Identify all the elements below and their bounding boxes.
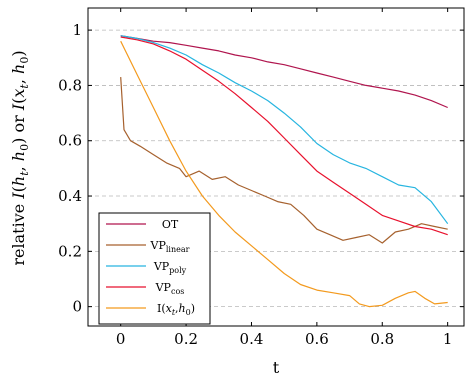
y-axis-title-sub3: t	[18, 84, 31, 89]
legend: OT VPlinear VPpoly VPcos I(xt,h0)	[98, 212, 211, 325]
x-tick-label-0: 0	[116, 330, 126, 348]
legend-label-vp-cos: VPcos	[155, 281, 185, 296]
legend-label-i-comma: ,	[175, 302, 179, 315]
y-tick-label-3: 0.6	[58, 132, 82, 150]
y-axis-title-paren2: (	[9, 98, 28, 104]
y-tick-label-5: 1	[72, 21, 82, 39]
x-tick-label-2: 0.4	[240, 330, 264, 348]
series-line-2	[120, 35, 449, 225]
plot-frame	[87, 7, 465, 327]
series-line-0	[120, 35, 448, 109]
x-tick-label-5: 1	[443, 330, 453, 348]
legend-label-vp-linear-main: VP	[150, 239, 167, 252]
legend-label-vp-cos-main: VP	[155, 281, 172, 294]
legend-label-i-x: x	[166, 302, 173, 315]
y-axis-title-paren1: (	[9, 186, 28, 192]
legend-label-i-sub-0: 0	[186, 308, 191, 317]
x-tick-label-4: 0.8	[370, 330, 394, 348]
y-axis-title-x: x	[9, 89, 28, 98]
y-tick-label-1: 0.2	[58, 242, 82, 260]
legend-label-i-sub-t: t	[172, 308, 176, 317]
legend-label-i-xt-h0: I(xt,h0)	[157, 302, 195, 317]
y-axis-title-sub2: 0	[18, 144, 31, 151]
legend-label-i-h: h	[179, 302, 186, 315]
legend-label-vp-linear: VPlinear	[150, 239, 190, 254]
legend-label-i-end: )	[191, 302, 195, 315]
y-axis-title-prefix: relative	[9, 199, 28, 266]
series-line-3	[120, 36, 448, 236]
series-line-1	[120, 77, 448, 244]
y-axis-title-sub4: 0	[18, 57, 31, 64]
y-axis-title-paren3: )	[9, 50, 28, 56]
y-axis-title-sub1: t	[18, 171, 31, 176]
legend-box	[98, 212, 211, 325]
y-axis-title-h3: h	[9, 64, 28, 74]
x-tick-label-1: 0.2	[174, 330, 198, 348]
y-tick-label-4: 0.8	[58, 76, 82, 94]
y-axis-title-h2: h	[9, 151, 28, 161]
y-axis-title-i1: I	[9, 192, 28, 200]
y-axis-title-comma1: ,	[9, 161, 28, 171]
y-tick-label-2: 0.4	[58, 187, 82, 205]
legend-label-vp-cos-sub: cos	[171, 287, 184, 296]
axis-ticks: 0 0.2 0.4 0.6 0.8 1 0 0.2 0.4 0.6 0.8 1	[58, 8, 464, 348]
y-axis-title-or: ) or	[9, 110, 28, 144]
y-axis-title: relative I(ht, h0) or I(xt, h0)	[9, 50, 31, 265]
x-axis-title: t	[273, 358, 280, 377]
y-axis-title-comma2: ,	[9, 74, 28, 84]
legend-label-vp-linear-sub: linear	[166, 245, 190, 254]
legend-label-ot: OT	[162, 218, 179, 231]
y-axis-title-i2: I	[9, 103, 28, 111]
x-tick-label-3: 0.6	[305, 330, 329, 348]
y-axis-title-h1: h	[9, 176, 28, 186]
legend-label-i-main: I(	[157, 302, 166, 315]
series-lines	[120, 35, 449, 308]
y-tick-label-0: 0	[72, 298, 82, 316]
series-line-4	[120, 40, 448, 308]
legend-label-vp-poly: VPpoly	[153, 260, 187, 275]
legend-label-vp-poly-sub: poly	[169, 266, 186, 275]
legend-label-vp-poly-main: VP	[153, 260, 170, 273]
